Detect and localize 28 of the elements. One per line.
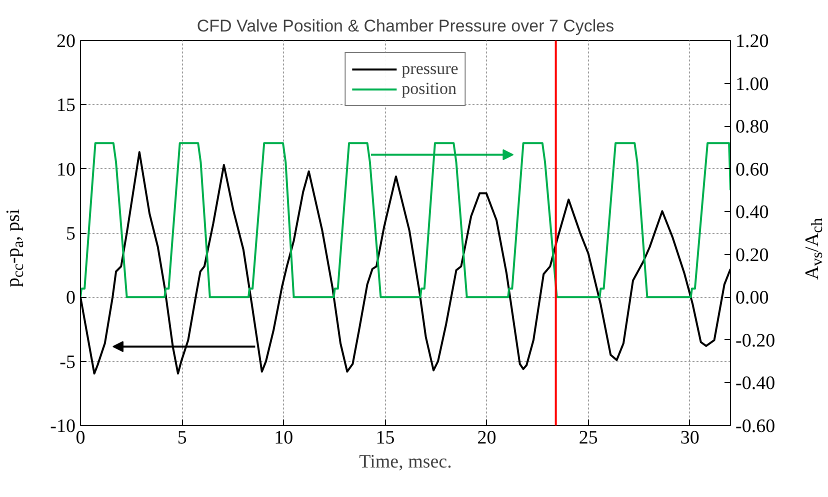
y-tick-label: 10 — [56, 159, 76, 180]
y2-tick-label: 1.00 — [736, 74, 769, 95]
x-axis-title: Time, msec. — [359, 452, 452, 472]
x-tick-label: 20 — [477, 428, 496, 448]
y-tick-label: 5 — [66, 224, 76, 244]
y-tick-label: 20 — [56, 31, 76, 52]
x-tick-label: 15 — [376, 428, 395, 448]
x-tick-label: 30 — [680, 428, 700, 448]
y-tick-label: 0 — [66, 288, 76, 309]
y2-tick-label: -0.20 — [736, 330, 776, 352]
x-tick-label: 10 — [274, 428, 294, 448]
y-tick-label: 15 — [56, 95, 76, 116]
y2-tick-label: 0.40 — [736, 202, 769, 224]
legend-label: position — [402, 79, 456, 99]
y2-tick-label: -0.60 — [736, 416, 776, 437]
legend-label: pressure — [402, 59, 458, 79]
y2-tick-label: 0.20 — [736, 244, 769, 266]
y2-tick-label: 0.80 — [736, 116, 769, 138]
y-tick-label: -5 — [60, 352, 76, 373]
line-series — [80, 142, 730, 298]
y2-tick-label: 0.00 — [736, 288, 769, 309]
chart-title: CFD Valve Position & Chamber Pressure over 7 Cycles — [196, 16, 614, 36]
y2-tick-label: 0.60 — [736, 159, 769, 180]
y2-tick-label: 1.20 — [736, 31, 769, 52]
x-tick-label: 25 — [578, 428, 598, 448]
y-tick-label: -10 — [50, 416, 76, 437]
y2-tick-label: -0.40 — [736, 373, 776, 394]
x-tick-label: 5 — [177, 428, 187, 448]
